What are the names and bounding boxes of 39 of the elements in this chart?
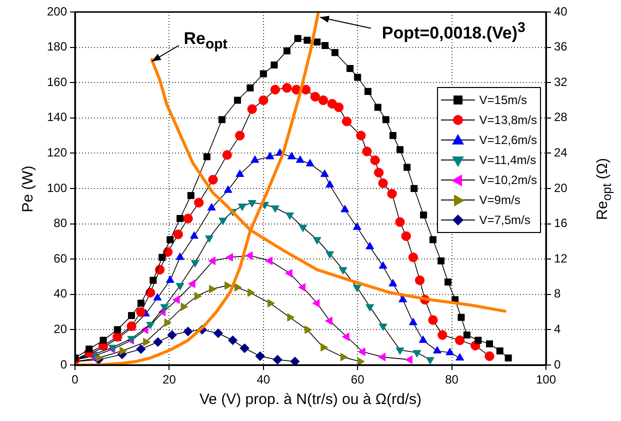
annotation: Re$_{opt}$ <box>184 29 228 54</box>
y-tick-label: 0 <box>60 357 68 372</box>
y2-tick-label: 4 <box>554 322 561 336</box>
x-axis-title: Ve (V) prop. à N(tr/s) ou à Ω(rd/s) <box>199 391 422 408</box>
y-tick-label: 100 <box>46 180 68 195</box>
legend-label: V=9m/s <box>479 193 520 207</box>
legend-label: V=12,6m/s <box>479 133 537 147</box>
x-tick-label: 100 <box>536 372 556 387</box>
y-tick-label: 160 <box>46 74 68 89</box>
x-tick-label: 20 <box>162 372 176 387</box>
x-tick-label: 60 <box>350 372 365 387</box>
y2-tick-label: 36 <box>554 40 568 54</box>
y2-tick-label: 16 <box>554 216 568 230</box>
legend-label: V=13,8m/s <box>479 113 537 127</box>
annotation: Popt=0,0018.(Ve)$^{3}$ <box>382 20 526 44</box>
y2-tick-label: 8 <box>554 286 561 301</box>
y-tick-label: 140 <box>46 110 68 124</box>
y-tick-label: 60 <box>54 251 68 266</box>
y2-tick-label: 12 <box>554 251 568 266</box>
legend-label: V=11,4m/s <box>479 153 536 167</box>
y-tick-label: 20 <box>54 322 68 336</box>
x-tick-label: 80 <box>445 372 459 387</box>
y-tick-label: 200 <box>46 4 68 18</box>
legend-label: V=15m/s <box>479 93 527 107</box>
legend-label: V=7,5m/s <box>479 213 530 227</box>
y-tick-label: 80 <box>54 216 68 230</box>
y2-tick-label: 24 <box>554 146 568 160</box>
y2-tick-label: 40 <box>554 4 568 18</box>
legend-label: V=10,2m/s <box>479 173 537 187</box>
y-axis-title: Pe (W) <box>20 165 36 212</box>
y2-tick-label: 0 <box>554 357 561 372</box>
x-tick-label: 0 <box>72 372 79 387</box>
y2-tick-label: 32 <box>554 74 568 89</box>
x-tick-label: 40 <box>256 372 270 387</box>
y-tick-label: 40 <box>54 286 68 301</box>
y2-tick-label: 28 <box>554 110 568 124</box>
y-tick-label: 180 <box>46 40 68 54</box>
y-tick-label: 120 <box>46 146 68 160</box>
y2-tick-label: 20 <box>554 180 568 195</box>
